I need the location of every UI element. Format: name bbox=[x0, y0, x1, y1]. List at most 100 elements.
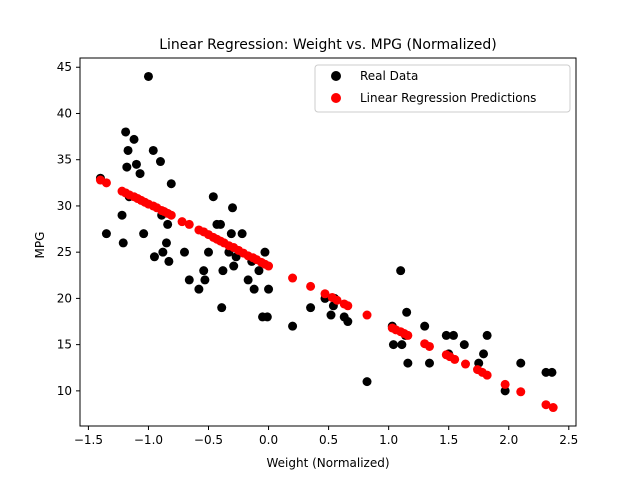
linear-regression-predictions-point bbox=[482, 370, 492, 380]
real-data-point bbox=[200, 275, 210, 285]
real-data-point bbox=[397, 340, 407, 350]
real-data-point bbox=[226, 229, 236, 239]
real-data-point bbox=[362, 377, 372, 387]
y-tick-label: 40 bbox=[57, 106, 72, 120]
linear-regression-predictions-point bbox=[166, 210, 176, 220]
real-data-point bbox=[403, 358, 413, 368]
real-data-point bbox=[158, 247, 168, 257]
linear-regression-predictions-point bbox=[548, 403, 558, 413]
x-tick-label: −1.0 bbox=[134, 433, 163, 447]
real-data-point bbox=[143, 71, 153, 81]
real-data-point bbox=[262, 312, 272, 322]
real-data-point bbox=[121, 127, 131, 137]
real-data-point bbox=[482, 330, 492, 340]
real-data-point bbox=[155, 157, 165, 167]
real-data-point bbox=[288, 321, 298, 331]
real-data-point bbox=[420, 321, 430, 331]
real-data-point bbox=[500, 386, 510, 396]
real-data-point bbox=[217, 303, 227, 313]
real-data-point bbox=[229, 261, 239, 271]
real-data-point bbox=[129, 134, 139, 144]
real-data-point bbox=[166, 179, 176, 189]
plot-frame bbox=[79, 57, 577, 427]
y-tick-label: 35 bbox=[57, 153, 72, 167]
x-tick-label: 2.0 bbox=[499, 433, 518, 447]
real-data-point bbox=[441, 330, 451, 340]
linear-regression-predictions-point bbox=[362, 310, 372, 320]
real-data-point bbox=[216, 219, 226, 229]
real-data-point bbox=[148, 145, 158, 155]
x-tick-label: 2.5 bbox=[559, 433, 578, 447]
real-data-point bbox=[326, 310, 336, 320]
real-data-point bbox=[228, 203, 238, 213]
real-data-point bbox=[254, 266, 264, 276]
real-data-point bbox=[101, 229, 111, 239]
x-tick-label: 0.5 bbox=[319, 433, 338, 447]
real-data-point bbox=[402, 307, 412, 317]
real-data-point bbox=[194, 284, 204, 294]
real-data-point bbox=[184, 275, 194, 285]
real-data-point bbox=[163, 219, 173, 229]
real-data-point bbox=[243, 275, 253, 285]
linear-regression-predictions-point bbox=[288, 273, 298, 283]
linear-regression-predictions-point bbox=[264, 261, 274, 271]
y-tick-label: 10 bbox=[57, 384, 72, 398]
y-tick-label: 15 bbox=[57, 338, 72, 352]
real-data-point bbox=[139, 229, 149, 239]
linear-regression-predictions-point bbox=[332, 295, 342, 305]
x-tick-label: 1.0 bbox=[379, 433, 398, 447]
real-data-point bbox=[135, 169, 145, 179]
real-data-point bbox=[388, 340, 398, 350]
legend: Real Data Linear Regression Predictions bbox=[314, 64, 571, 113]
legend-label-predictions: Linear Regression Predictions bbox=[360, 91, 536, 105]
linear-regression-predictions-point bbox=[424, 341, 434, 351]
x-tick-label: −1.5 bbox=[74, 433, 103, 447]
legend-marker-predictions bbox=[331, 93, 341, 103]
real-data-point bbox=[122, 162, 132, 172]
real-data-point bbox=[260, 247, 270, 257]
linear-regression-predictions-point bbox=[306, 281, 316, 291]
linear-regression-predictions-point bbox=[541, 400, 551, 410]
linear-regression-predictions-point bbox=[343, 301, 353, 311]
linear-regression-predictions-point bbox=[101, 178, 111, 188]
real-data-point bbox=[237, 229, 247, 239]
legend-label-real-data: Real Data bbox=[360, 69, 418, 83]
real-data-point bbox=[199, 266, 209, 276]
real-data-point bbox=[218, 266, 228, 276]
real-data-point bbox=[424, 358, 434, 368]
real-data-point bbox=[516, 358, 526, 368]
legend-box bbox=[314, 64, 571, 113]
y-tick-label: 30 bbox=[57, 199, 72, 213]
y-tick-label: 25 bbox=[57, 245, 72, 259]
x-tick-label: −0.5 bbox=[194, 433, 223, 447]
real-data-point bbox=[343, 317, 353, 327]
axes-layer: −1.5 −1.0 −0.5 0.0 0.5 1.0 1.5 2.0 2.5 10 15 20 25 30… bbox=[57, 57, 578, 447]
y-axis-label: MPG bbox=[33, 232, 47, 259]
real-data-point bbox=[164, 256, 174, 266]
real-data-point bbox=[204, 247, 213, 257]
real-data-point bbox=[396, 266, 406, 276]
real-data-point bbox=[118, 238, 128, 248]
y-tick-label: 45 bbox=[57, 60, 72, 74]
linear-regression-predictions-point bbox=[461, 359, 471, 369]
real-data-point bbox=[117, 210, 127, 220]
real-data-point bbox=[161, 238, 171, 248]
y-tick-label: 20 bbox=[57, 291, 72, 305]
real-data-point bbox=[547, 367, 557, 377]
real-data-point bbox=[149, 252, 159, 262]
real-data-point bbox=[449, 330, 458, 340]
real-data-point bbox=[179, 247, 189, 257]
x-tick-label: 1.5 bbox=[439, 433, 458, 447]
x-tick-label: 0.0 bbox=[259, 433, 278, 447]
real-data-point bbox=[208, 192, 218, 202]
x-axis-label: Weight (Normalized) bbox=[266, 456, 389, 470]
linear-regression-predictions-point bbox=[450, 354, 460, 364]
real-data-point bbox=[479, 349, 489, 359]
legend-marker-real-data bbox=[331, 71, 341, 81]
real-data-point bbox=[249, 284, 259, 294]
linear-regression-predictions-point bbox=[500, 379, 510, 389]
linear-regression-predictions-point bbox=[320, 289, 330, 299]
real-data-point bbox=[131, 159, 141, 169]
linear-regression-predictions-point bbox=[516, 387, 526, 397]
real-data-point bbox=[459, 340, 469, 350]
